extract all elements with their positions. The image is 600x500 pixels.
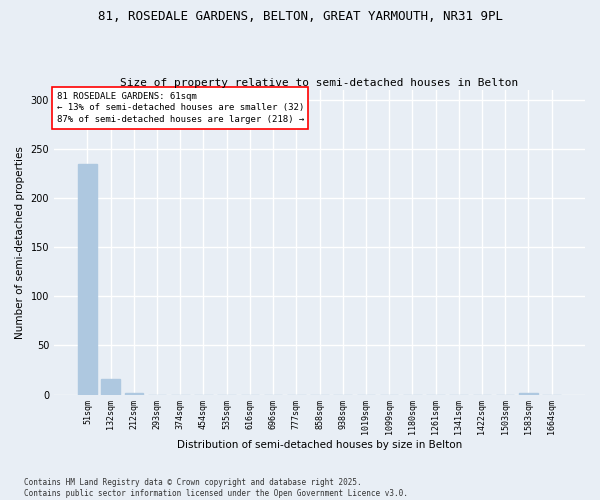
Bar	[125, 392, 143, 394]
Title: Size of property relative to semi-detached houses in Belton: Size of property relative to semi-detach…	[121, 78, 518, 88]
X-axis label: Distribution of semi-detached houses by size in Belton: Distribution of semi-detached houses by …	[177, 440, 462, 450]
Text: Contains HM Land Registry data © Crown copyright and database right 2025.
Contai: Contains HM Land Registry data © Crown c…	[24, 478, 408, 498]
Text: 81 ROSEDALE GARDENS: 61sqm
← 13% of semi-detached houses are smaller (32)
87% of: 81 ROSEDALE GARDENS: 61sqm ← 13% of semi…	[56, 92, 304, 124]
Text: 81, ROSEDALE GARDENS, BELTON, GREAT YARMOUTH, NR31 9PL: 81, ROSEDALE GARDENS, BELTON, GREAT YARM…	[97, 10, 503, 23]
Bar	[519, 392, 538, 394]
Y-axis label: Number of semi-detached properties: Number of semi-detached properties	[15, 146, 25, 339]
Bar	[78, 164, 97, 394]
Bar	[101, 379, 120, 394]
